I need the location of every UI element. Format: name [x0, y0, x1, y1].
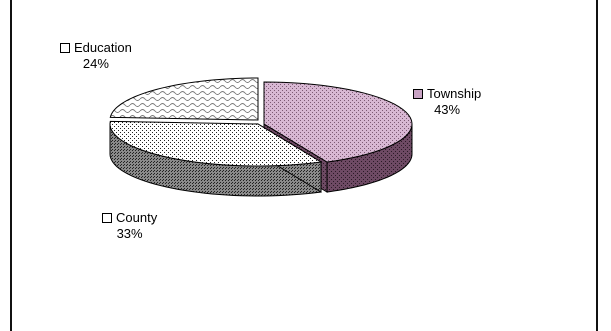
township-swatch: [413, 89, 423, 99]
township-percent: 43%: [434, 102, 461, 117]
right-border-line: [596, 0, 598, 331]
education-swatch: [60, 43, 70, 53]
county-percent: 33%: [116, 226, 143, 241]
slice-county: [109, 120, 323, 167]
education-percent: 24%: [82, 56, 109, 71]
township-name: Township: [427, 86, 482, 101]
county-label: County 33%: [102, 210, 157, 242]
left-border-line: [10, 0, 12, 331]
county-name: County: [116, 210, 158, 225]
education-label: Education 24%: [60, 40, 132, 72]
slice-township: [263, 81, 413, 163]
slice-education: [109, 77, 259, 121]
education-name: Education: [74, 40, 132, 55]
township-label: Township 43%: [413, 86, 481, 118]
county-swatch: [102, 213, 112, 223]
